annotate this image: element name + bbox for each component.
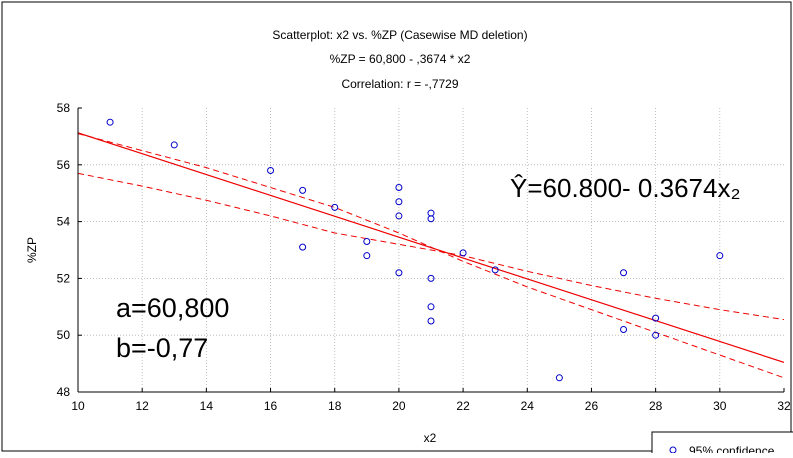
data-point xyxy=(299,243,307,251)
data-point xyxy=(299,186,307,194)
x-tick-label: 16 xyxy=(264,399,278,413)
chart-title: Scatterplot: x2 vs. %ZP (Casewise MD del… xyxy=(272,28,527,42)
data-points xyxy=(106,118,724,382)
equation-annotation: Ŷ=60.800- 0.3674x₂ xyxy=(510,173,741,203)
data-point xyxy=(427,274,435,282)
data-point xyxy=(395,198,403,206)
x-tick-label: 14 xyxy=(200,399,214,413)
legend-label: 95% confidence xyxy=(689,444,775,453)
axis-ticks: 10 12 14 16 18 20 22 24 26 28 30 32 48 50 52 54 56 58 xyxy=(57,101,791,413)
y-tick-label: 48 xyxy=(57,385,71,399)
x-tick-label: 20 xyxy=(392,399,406,413)
y-tick-label: 50 xyxy=(57,328,71,342)
data-point xyxy=(652,314,660,322)
y-tick-label: 54 xyxy=(57,215,71,229)
x-tick-label: 22 xyxy=(456,399,470,413)
confidence-upper-line xyxy=(78,172,784,321)
a-value-annotation: a=60,800 xyxy=(116,293,229,323)
x-tick-label: 32 xyxy=(777,399,791,413)
x-tick-label: 30 xyxy=(713,399,727,413)
data-point xyxy=(652,331,660,339)
regression-equation-subtitle: %ZP = 60,800 - ,3674 * x2 xyxy=(330,52,471,66)
data-point xyxy=(363,252,371,260)
data-point xyxy=(170,141,178,149)
x-tick-label: 28 xyxy=(649,399,663,413)
data-point xyxy=(427,303,435,311)
data-point xyxy=(106,118,114,126)
x-tick-label: 10 xyxy=(71,399,85,413)
data-point xyxy=(427,317,435,325)
x-tick-label: 24 xyxy=(521,399,535,413)
data-point xyxy=(620,269,628,277)
data-point xyxy=(716,252,724,260)
data-point xyxy=(363,237,371,245)
data-point xyxy=(395,184,403,192)
y-tick-label: 52 xyxy=(57,271,71,285)
data-point xyxy=(331,203,339,211)
y-axis-label: %ZP xyxy=(25,237,39,263)
data-point xyxy=(427,215,435,223)
correlation-subtitle: Correlation: r = -,7729 xyxy=(341,77,458,91)
data-point xyxy=(620,326,628,334)
data-point xyxy=(395,212,403,220)
x-tick-label: 12 xyxy=(136,399,150,413)
data-point xyxy=(491,266,499,274)
b-value-annotation: b=-0,77 xyxy=(116,333,208,363)
data-point xyxy=(555,374,563,382)
y-tick-label: 56 xyxy=(57,158,71,172)
data-point xyxy=(395,269,403,277)
regression-line-group xyxy=(78,132,784,363)
x-axis-label: x2 xyxy=(424,431,437,445)
regression-line xyxy=(78,132,784,363)
legend: 95% confidence xyxy=(651,431,793,458)
data-point xyxy=(459,249,467,257)
data-point xyxy=(267,166,275,174)
y-tick-label: 58 xyxy=(57,101,71,115)
x-tick-label: 26 xyxy=(585,399,599,413)
x-tick-label: 18 xyxy=(328,399,342,413)
